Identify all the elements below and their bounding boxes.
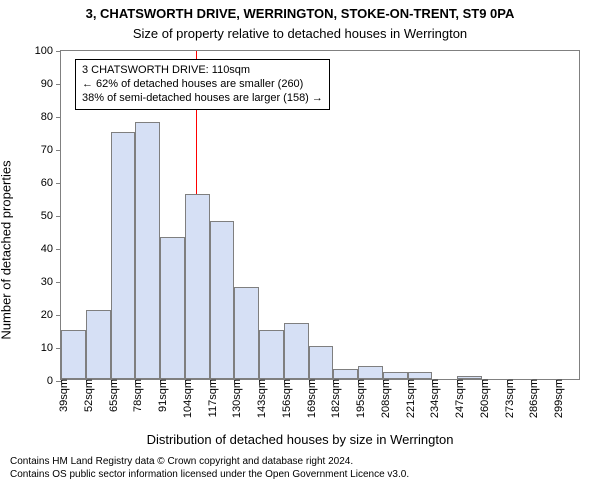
histogram-bar — [408, 372, 433, 379]
x-tick-label: 156sqm — [275, 379, 293, 418]
x-tick-label: 39sqm — [52, 379, 70, 412]
chart-title: 3, CHATSWORTH DRIVE, WERRINGTON, STOKE-O… — [0, 6, 600, 21]
plot-area: 010203040506070809010039sqm52sqm65sqm78s… — [60, 50, 580, 380]
x-tick-label: 195sqm — [349, 379, 367, 418]
annotation-box: 3 CHATSWORTH DRIVE: 110sqm ← 62% of deta… — [75, 59, 330, 110]
histogram-bar — [135, 122, 160, 379]
chart-subtitle: Size of property relative to detached ho… — [0, 26, 600, 41]
annotation-line-2: ← 62% of detached houses are smaller (26… — [82, 78, 323, 92]
y-tick-label: 100 — [35, 45, 61, 57]
x-tick-label: 78sqm — [126, 379, 144, 412]
y-tick-label: 20 — [41, 309, 61, 321]
x-axis-label: Distribution of detached houses by size … — [0, 432, 600, 447]
y-tick-label: 10 — [41, 342, 61, 354]
x-tick-label: 117sqm — [201, 379, 219, 417]
histogram-bar — [160, 237, 185, 379]
x-tick-label: 169sqm — [300, 379, 318, 418]
histogram-bar — [259, 330, 284, 380]
y-tick-label: 70 — [41, 144, 61, 156]
x-tick-label: 104sqm — [176, 379, 194, 418]
footer-line-1: Contains HM Land Registry data © Crown c… — [10, 456, 409, 469]
histogram-bar — [333, 369, 358, 379]
y-tick-label: 90 — [41, 78, 61, 90]
histogram-bar — [210, 221, 235, 379]
x-tick-label: 65sqm — [102, 379, 120, 412]
y-tick-label: 50 — [41, 210, 61, 222]
x-tick-label: 260sqm — [473, 379, 491, 418]
histogram-bar — [61, 330, 86, 380]
annotation-line-1: 3 CHATSWORTH DRIVE: 110sqm — [82, 64, 323, 78]
footer-attribution: Contains HM Land Registry data © Crown c… — [10, 456, 409, 481]
x-tick-label: 208sqm — [374, 379, 392, 418]
histogram-bar — [358, 366, 383, 379]
histogram-bar — [111, 132, 136, 380]
histogram-bar — [185, 194, 210, 379]
x-tick-label: 299sqm — [547, 379, 565, 418]
y-tick-label: 30 — [41, 276, 61, 288]
histogram-bar — [86, 310, 111, 379]
histogram-bar — [309, 346, 334, 379]
annotation-line-3: 38% of semi-detached houses are larger (… — [82, 92, 323, 106]
histogram-bar — [383, 372, 408, 379]
x-tick-label: 52sqm — [77, 379, 95, 412]
x-tick-label: 91sqm — [151, 379, 169, 412]
x-tick-label: 130sqm — [225, 379, 243, 418]
y-tick-label: 60 — [41, 177, 61, 189]
x-tick-label: 273sqm — [498, 379, 516, 418]
x-tick-label: 234sqm — [423, 379, 441, 418]
x-tick-label: 247sqm — [448, 379, 466, 418]
y-axis-label: Number of detached properties — [0, 160, 14, 339]
x-tick-label: 143sqm — [250, 379, 268, 418]
x-tick-label: 221sqm — [399, 379, 417, 418]
histogram-bar — [234, 287, 259, 379]
footer-line-2: Contains OS public sector information li… — [10, 469, 409, 482]
y-tick-label: 80 — [41, 111, 61, 123]
histogram-bar — [284, 323, 309, 379]
x-tick-label: 286sqm — [522, 379, 540, 418]
x-tick-label: 182sqm — [324, 379, 342, 418]
y-tick-label: 40 — [41, 243, 61, 255]
